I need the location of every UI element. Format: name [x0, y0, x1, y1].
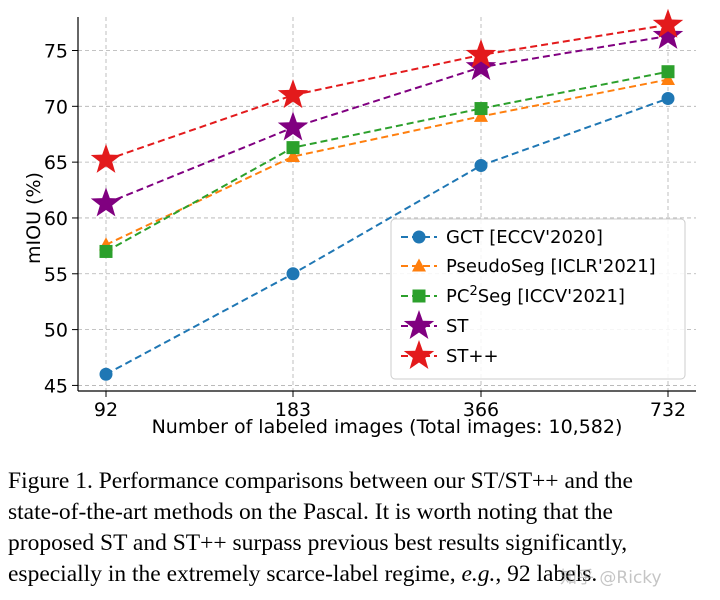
- caption-line-4: especially in the extremely scarce-label…: [8, 559, 716, 590]
- series-line-1: [105, 78, 669, 246]
- legend-label-pseudoseg: PseudoSeg [ICLR'2021]: [446, 256, 656, 277]
- x-tick-label-92: 92: [94, 399, 118, 421]
- y-tick-label-45: 45: [44, 375, 68, 397]
- series-4-point-183: [277, 79, 309, 109]
- legend-label-pc2seg-suffix: Seg [ICCV'2021]: [478, 286, 625, 307]
- legend-label-pc2seg-prefix: PC: [446, 286, 469, 307]
- series-2-point-732: [661, 65, 675, 79]
- y-tick-label-55: 55: [44, 264, 68, 286]
- caption-line-2: state-of-the-art methods on the Pascal. …: [8, 499, 613, 525]
- watermark: 知乎 @Ricky: [560, 568, 662, 588]
- legend-marker-1: [412, 258, 426, 272]
- x-tick-label-183: 183: [275, 399, 311, 421]
- y-tick-label-50: 50: [44, 320, 68, 342]
- series-4: [90, 8, 684, 173]
- x-tick-label-732: 732: [650, 399, 686, 421]
- series-layer: [90, 8, 684, 381]
- legend-box: [390, 218, 686, 380]
- series-1-point-366: [474, 108, 488, 122]
- y-tick-label-65: 65: [44, 152, 68, 174]
- legend-label-pc2seg-sup: 2: [469, 284, 477, 299]
- y-axis-label: mIOU (%): [23, 172, 45, 264]
- series-line-0: [105, 97, 669, 376]
- series-3-point-92: [90, 187, 122, 217]
- series-0-point-92: [99, 367, 113, 381]
- series-line-3: [105, 34, 669, 205]
- legend: GCT [ECCV'2020] PseudoSeg [ICLR'2021] PC…: [390, 218, 686, 380]
- series-0-point-732: [661, 91, 675, 105]
- x-tick-label-366: 366: [463, 399, 499, 421]
- legend-marker-3: [403, 310, 435, 339]
- series-3-point-366: [465, 51, 497, 81]
- series-2-point-183: [286, 141, 300, 155]
- axes: [72, 17, 696, 397]
- caption-line-4-a: especially in the extremely scarce-label…: [8, 561, 462, 587]
- y-tick-label-75: 75: [44, 40, 68, 62]
- legend-label-stpp: ST++: [446, 346, 499, 367]
- figure-caption: Figure 1. Performance comparisons betwee…: [8, 466, 716, 590]
- series-2: [99, 65, 675, 258]
- series-line-2: [105, 70, 669, 253]
- legend-label-pc2seg: PC2Seg [ICCV'2021]: [446, 284, 625, 308]
- legend-marker-2: [412, 289, 426, 303]
- series-3-point-183: [277, 111, 309, 141]
- series-2-point-92: [99, 244, 113, 258]
- series-1-point-732: [661, 72, 675, 86]
- series-0-point-183: [286, 267, 300, 281]
- legend-markers: [401, 230, 437, 369]
- caption-line-4-b: , 92 labels.: [495, 561, 598, 587]
- series-4-point-92: [90, 143, 122, 173]
- series-2-point-366: [474, 102, 488, 116]
- series-4-point-732: [652, 8, 684, 38]
- series-3: [90, 19, 684, 217]
- line-chart: 45 50 55 60 65 70 75 92 183 366 732 mIOU (%) Numbe…: [23, 8, 696, 438]
- legend-marker-0: [412, 230, 426, 244]
- series-4-point-366: [465, 38, 497, 68]
- y-tick-label-70: 70: [44, 96, 68, 118]
- series-0: [99, 91, 675, 381]
- caption-line-4-em: e.g.: [461, 561, 496, 587]
- series-line-4: [105, 23, 669, 161]
- legend-label-gct: GCT [ECCV'2020]: [446, 227, 603, 248]
- tick-labels: 45 50 55 60 65 70 75 92 183 366 732: [44, 40, 686, 421]
- x-axis-label: Number of labeled images (Total images: …: [152, 416, 623, 438]
- legend-marker-4: [403, 340, 435, 369]
- series-3-point-732: [652, 19, 684, 49]
- caption-line-3: proposed ST and ST++ surpass previous be…: [8, 530, 628, 556]
- legend-label-st: ST: [446, 316, 469, 337]
- series-1-point-183: [286, 149, 300, 163]
- series-0-point-366: [474, 158, 488, 172]
- caption-line-1: Figure 1. Performance comparisons betwee…: [8, 468, 633, 494]
- y-tick-label-60: 60: [44, 208, 68, 230]
